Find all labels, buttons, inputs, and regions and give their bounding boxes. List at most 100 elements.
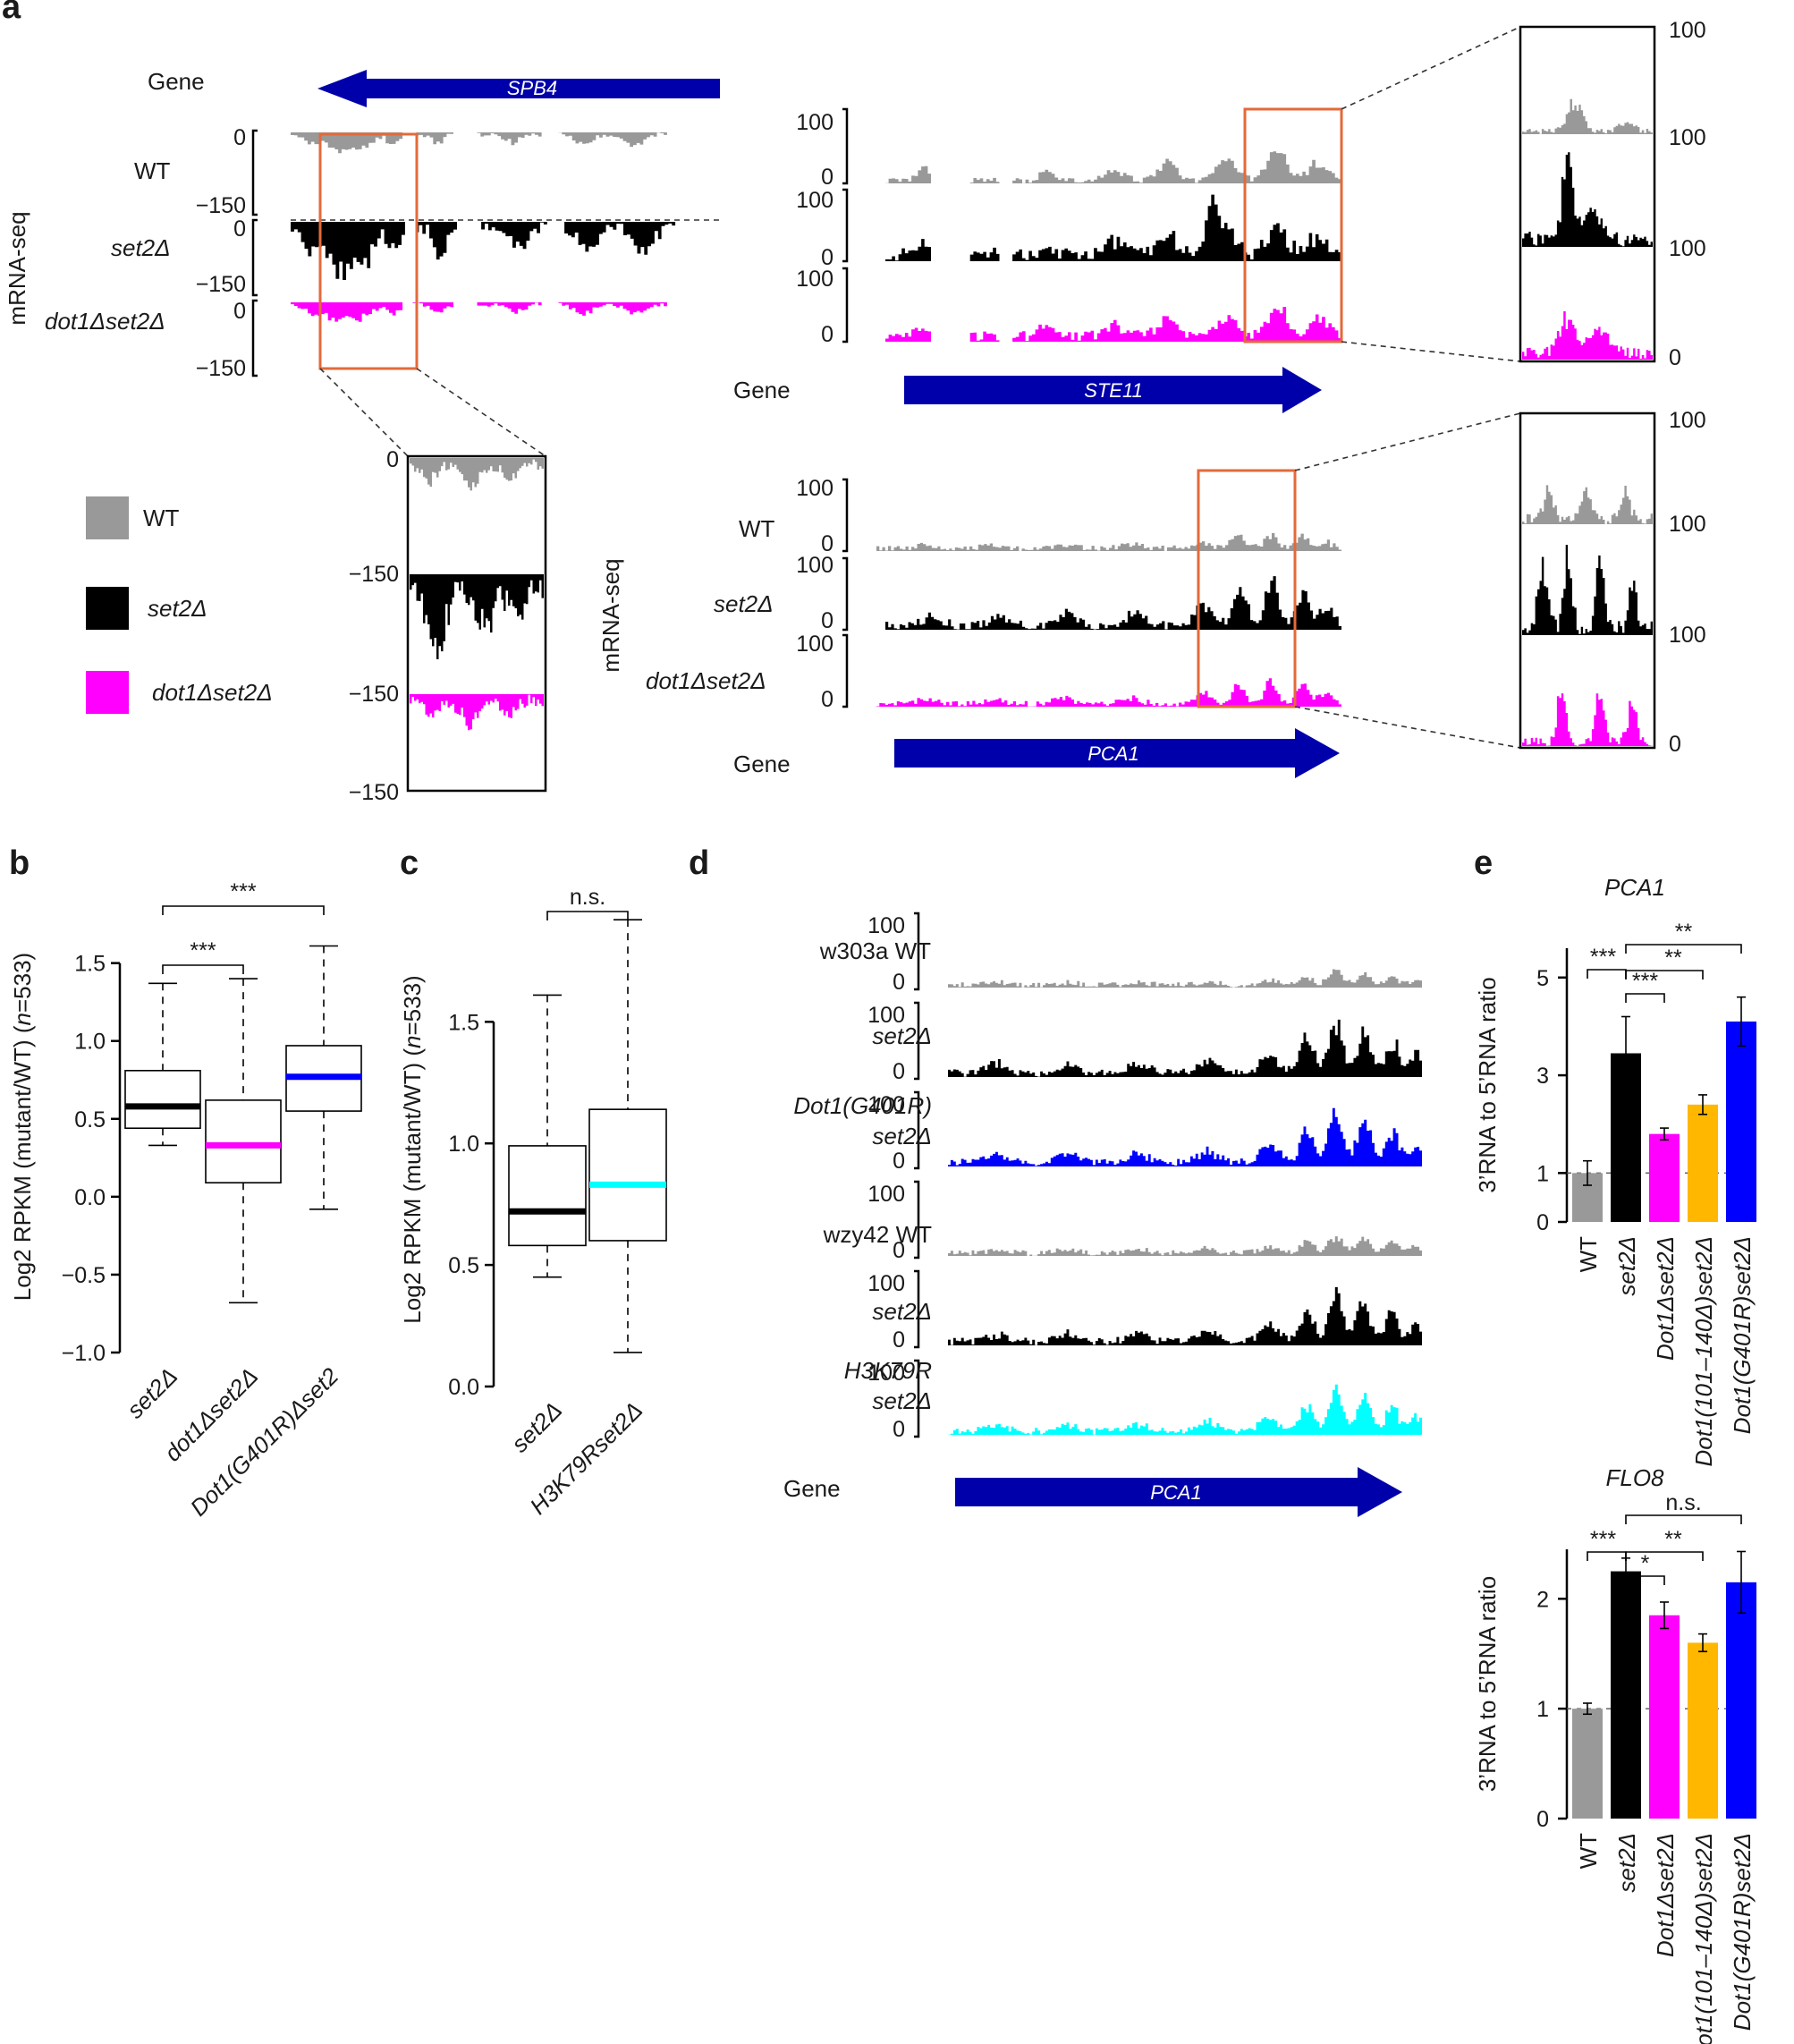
significance-bracket [1587,1551,1627,1561]
ste11-tick-4: 100 [796,267,834,292]
significance-bracket [546,911,629,920]
spb4-wt-coverage [291,132,698,154]
y-axis-label: Log2 RPKM (mutant/WT) (n=533) [399,975,426,1323]
spb4-zoom-set2-coverage [410,574,544,659]
significance-label: *** [1590,1527,1616,1552]
track-bottom-tick: 0 [893,1327,905,1353]
d-gene-arrow [955,1467,1402,1517]
bar [1572,1709,1603,1819]
chart-title: FLO8 [1605,1464,1664,1491]
ste11-zoom-connector-bottom [1341,341,1521,362]
ste11-zoom-dot1set2-coverage [1522,311,1653,360]
y-tick-label: −1.0 [62,1341,106,1366]
significance-label: ** [1675,920,1693,945]
legend-label-dot1set2: dot1Δset2Δ [152,679,273,706]
pca1-gene-arrow [894,728,1340,778]
bar [1726,1021,1756,1222]
x-category-label: Dot1(101–140Δ)set2Δ [1690,1833,1717,2044]
significance-bracket [162,964,244,974]
pca1-set2-coverage [885,576,1341,630]
spb4-zoom-frame [406,454,547,793]
pca1-zoom-dot1set2-coverage [1522,693,1653,746]
track-top-tick: 100 [867,1092,905,1117]
spb4-mrna-seq-label: mRNA-seq [4,211,30,325]
pca1-zoom-tick-1: 100 [1669,512,1706,537]
significance-bracket [1625,1575,1665,1585]
ste11-zoom-connector-top [1341,26,1521,110]
pca1-set2-top-tick: 100 [796,553,834,578]
pca1-zoom-tick-3: 0 [1669,732,1681,757]
x-category-label: set2Δ [506,1396,567,1457]
y-tick-label: 1 [1536,1161,1549,1186]
track-bottom-tick: 0 [893,1238,905,1263]
spb4-highlight-box [318,132,419,370]
y-tick-label: −0.5 [62,1263,106,1288]
ste11-tick-1: 0 [821,165,834,190]
pca1-mrna-seq-label: mRNA-seq [597,558,624,672]
pca1-zoom-wt-coverage [1522,485,1653,524]
track-bottom-tick: 0 [893,1059,905,1084]
x-category-label: Dot1(G401R)set2Δ [1729,1833,1756,2031]
x-category-label: set2Δ [122,1362,182,1423]
y-tick-label: 0 [1536,1807,1549,1832]
spb4-wt-top-tick: 0 [233,125,246,150]
legend-swatch-dot1set2 [86,671,129,714]
spb4-gene-arrow [317,70,720,107]
significance-bracket [1587,969,1627,979]
significance-bracket [1625,1514,1742,1524]
ste11-highlight-box [1243,107,1343,343]
x-category-label: Dot1Δset2Δ [1652,1833,1679,1957]
significance-label: *** [1590,945,1616,970]
box [124,1070,201,1130]
pca1-zoom-set2-coverage [1522,545,1653,635]
pca1-dot1-bottom-tick: 0 [821,687,834,712]
ste11-zoom-frame [1519,25,1656,363]
track-coverage [948,1019,1422,1077]
spb4-set2-top-tick: 0 [233,216,246,242]
significance-bracket [1625,993,1665,1003]
ste11-zoom-wt-coverage [1522,98,1653,134]
pca1-wt-bottom-tick: 0 [821,531,834,556]
track-axis [914,1090,920,1170]
pca1-zoom-connector-top [1294,412,1521,471]
bar [1611,1571,1641,1819]
spb4-track-label-dot1set2: dot1Δset2Δ [45,308,165,335]
ste11-axis-brackets [842,107,849,343]
y-tick-label: 0.0 [74,1185,106,1210]
spb4-zoom-connector-left [319,368,409,457]
significance-bracket [1625,970,1704,980]
spb4-coverage-tracks [291,132,720,322]
significance-bracket [162,905,325,915]
panel-letter-a: a [2,0,21,26]
d-gene-label: Gene [783,1475,841,1502]
x-category-label: WT [1575,1236,1602,1273]
spb4-set2-bottom-tick: −150 [196,272,246,297]
barchart-flo8: FLO8 2 1 0 3’RNA to 5’RNA ratio WT set2Δ Dot1Δs… [1474,1464,1756,2044]
y-axis-label: Log2 RPKM (mutant/WT) (n=533) [9,953,36,1301]
spb4-zoom-tick-3: −150 [349,780,399,805]
track-axis [914,1269,920,1349]
pca1-zoom-tick-0: 100 [1669,408,1706,433]
ste11-dot1set2-coverage [885,307,1341,342]
ste11-zoom-tick-2: 100 [1669,236,1706,261]
spb4-set2-coverage [291,222,707,280]
track-label: w303a WT [819,937,931,964]
x-category-label: WT [1575,1833,1602,1870]
pca1-track-label-dot1set2: dot1Δset2Δ [646,667,766,694]
pca1-highlight-box [1197,469,1297,708]
track-top-tick: 100 [867,1271,905,1296]
ste11-tick-5: 0 [821,322,834,347]
barchart-pca1: PCA1 5 3 1 0 3’RNA to 5’RNA ratio WT set2Δ Dot1Δ… [1474,874,1756,1467]
significance-label: *** [230,879,256,904]
pca1-track-label-set2: set2Δ [714,590,774,617]
panel-letter-b: b [9,844,30,882]
x-category-label: set2Δ [1613,1236,1640,1296]
pca1-axis-brackets [842,478,849,708]
spb4-gene-name: SPB4 [507,77,557,99]
legend-swatch-wt [86,496,129,539]
track-label: Dot1(G401R) set2Δ [793,1092,932,1149]
track-top-tick: 100 [867,1361,905,1386]
spb4-dot1-bottom-tick: −150 [196,356,246,381]
ste11-zoom-tick-0: 100 [1669,18,1706,43]
